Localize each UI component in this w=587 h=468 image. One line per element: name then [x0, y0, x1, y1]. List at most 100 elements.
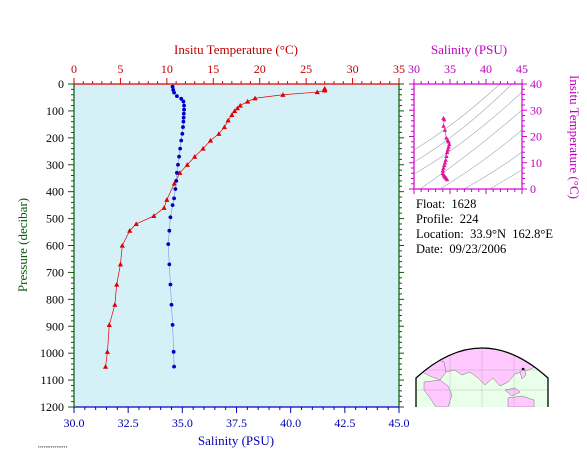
ts-point	[442, 127, 448, 132]
temperature-point	[232, 108, 238, 113]
temperature-point	[245, 98, 251, 104]
temperature-point	[112, 302, 118, 307]
salinity-tick-label: 30.0	[64, 416, 85, 430]
pressure-tick-label: 1000	[40, 346, 64, 360]
salinity-point	[181, 119, 186, 124]
pressure-tick-label: 900	[46, 319, 64, 333]
main-plot-area	[74, 84, 399, 407]
salinity-point	[171, 349, 176, 354]
salinity-tick-label: 40.0	[280, 416, 301, 430]
salinity-point	[170, 84, 175, 89]
pressure-tick-label: 100	[46, 104, 64, 118]
temperature-point	[237, 102, 243, 108]
salinity-point	[170, 203, 175, 208]
density-contours	[413, 83, 523, 190]
temperature-point	[221, 124, 228, 130]
pressure-tick-label: 0	[58, 77, 64, 91]
ts-point	[442, 117, 447, 122]
temperature-point	[102, 364, 109, 369]
temperature-tick-label: 10	[161, 62, 173, 76]
pressure-tick-label: 500	[46, 212, 64, 226]
salinity-point	[178, 146, 183, 151]
temperature-point	[151, 213, 157, 218]
inset-temperature-tick-label: 0	[530, 182, 536, 196]
salinity-point	[182, 103, 186, 108]
inset-salinity-axis-title: Salinity (PSU)	[431, 42, 507, 57]
ts-point	[444, 135, 449, 140]
date-label: Date: 09/23/2006	[416, 242, 507, 256]
salinity-point	[176, 162, 180, 167]
pressure-axis-title: Pressure (decibar)	[15, 198, 30, 292]
salinity-point	[166, 242, 171, 247]
ts-point	[443, 157, 448, 162]
temperature-point	[119, 242, 125, 248]
temperature-point	[161, 205, 167, 210]
temperature-point	[252, 95, 258, 101]
inset-salinity-tick-label: 35	[444, 62, 456, 76]
salinity-point	[170, 323, 175, 327]
ts-point	[444, 177, 450, 182]
salinity-point	[181, 125, 185, 129]
salinity-point	[169, 302, 174, 307]
temperature-point	[200, 146, 206, 151]
pressure-tick-label: 300	[46, 158, 64, 172]
ts-point	[442, 163, 447, 168]
salinity-point	[172, 90, 177, 95]
ts-point	[441, 123, 446, 128]
temperature-tick-label: 30	[347, 62, 359, 76]
salinity-point	[167, 228, 172, 233]
ts-point	[446, 139, 451, 144]
temperature-point	[192, 154, 198, 159]
salinity-axis-title: Salinity (PSU)	[198, 433, 274, 448]
temperature-point	[184, 162, 190, 167]
salinity-tick-label: 42.5	[334, 416, 355, 430]
float-id-label: Float: 1628	[416, 197, 477, 211]
ts-point	[444, 150, 450, 155]
salinity-point	[179, 96, 184, 101]
temperature-point	[104, 349, 111, 354]
temperature-point	[229, 112, 235, 118]
ts-point	[447, 142, 452, 147]
salinity-point	[172, 196, 177, 201]
pressure-tick-label: 200	[46, 131, 64, 145]
ts-point	[445, 147, 451, 152]
location-label: Location: 33.9°N 162.8°E	[416, 227, 554, 241]
temperature-point	[133, 221, 139, 227]
temperature-point	[164, 197, 170, 202]
map-graticule	[416, 348, 548, 407]
ts-point	[446, 144, 451, 149]
tiny-footer-text: TTTTTTTTTTTTTTTT	[38, 445, 68, 449]
salinity-point	[181, 111, 186, 116]
pressure-tick-label: 600	[46, 239, 64, 253]
inset-temperature-axis-title: Insitu Temperature (°C)	[567, 75, 582, 199]
inset-temperature-tick-label: 30	[530, 103, 542, 117]
pressure-tick-label: 400	[46, 185, 64, 199]
salinity-point	[172, 364, 177, 369]
temperature-point	[314, 89, 320, 95]
inset-temperature-tick-label: 10	[530, 156, 542, 170]
temperature-tick-label: 25	[300, 62, 312, 76]
salinity-point	[173, 187, 178, 191]
profile-number-label: Profile: 224	[416, 212, 479, 226]
salinity-point	[177, 154, 181, 159]
temperature-axis-title: Insitu Temperature (°C)	[174, 42, 298, 57]
salinity-tick-label: 35.0	[172, 416, 193, 430]
salinity-point	[179, 138, 184, 143]
pressure-tick-label: 1200	[40, 400, 64, 414]
map-border	[415, 347, 549, 407]
salinity-tick-label: 32.5	[118, 416, 139, 430]
temperature-tick-label: 35	[393, 62, 405, 76]
temperature-point	[106, 322, 112, 327]
ts-point	[444, 153, 449, 158]
salinity-point	[181, 115, 186, 120]
inset-salinity-tick-label: 40	[480, 62, 492, 76]
temperature-tick-label: 0	[71, 62, 77, 76]
locator-map	[415, 347, 549, 407]
temperature-point	[322, 87, 328, 93]
ts-point	[442, 160, 448, 165]
salinity-point	[175, 170, 179, 175]
inset-temperature-tick-label: 20	[530, 130, 542, 144]
temperature-tick-label: 15	[207, 62, 219, 76]
temperature-point	[207, 137, 214, 143]
